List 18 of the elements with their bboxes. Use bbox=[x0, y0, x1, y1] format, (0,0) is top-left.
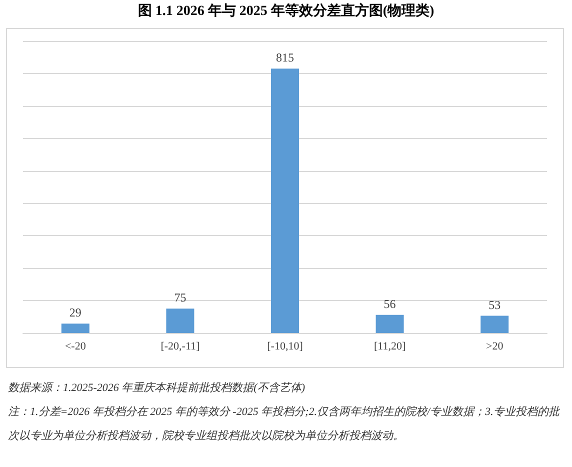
x-tick-label: [11,20] bbox=[374, 340, 406, 352]
chart-title: 图 1.1 2026 年与 2025 年等效分差直方图(物理类) bbox=[136, 2, 436, 21]
bar bbox=[480, 316, 509, 333]
bar bbox=[61, 324, 90, 333]
data-label: 29 bbox=[69, 306, 82, 320]
data-label: 56 bbox=[384, 296, 396, 311]
x-tick-label: [-10,10] bbox=[267, 340, 303, 352]
bar bbox=[376, 314, 404, 333]
text: 注：1.分差=2026 年投档分在 2025 年的等效分 -2025 年投档分;2.仅含两年均招生的院校/专业数据；3.专业投档的批次以专业为单位分析投档波动，院校专业组投档批次以院校为单位分析投档波动。 bbox=[8, 404, 561, 444]
source-note: 数据来源：1.2025-2026 年重庆本科提前批投档数据(不含艺体) bbox=[8, 380, 306, 396]
data-label: 815 bbox=[276, 50, 294, 65]
data-label: 75 bbox=[174, 290, 186, 305]
x-tick-label: <-20 bbox=[64, 340, 86, 352]
bar bbox=[166, 308, 194, 333]
data-label: 53 bbox=[488, 298, 501, 312]
x-tick-label: [-20,-11] bbox=[160, 340, 200, 352]
x-tick-label: >20 bbox=[486, 340, 504, 352]
bar bbox=[271, 68, 299, 333]
